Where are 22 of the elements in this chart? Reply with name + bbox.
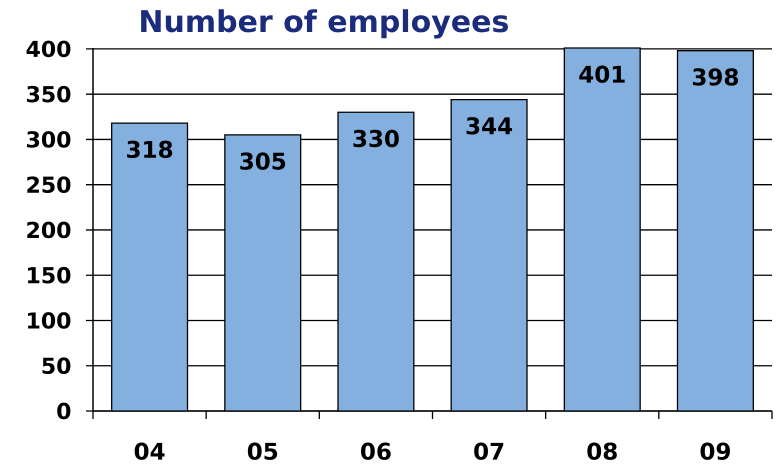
y-tick-label: 350 [27,86,70,102]
y-tick-label: 250 [27,176,70,194]
data-label: 344 [466,117,512,135]
y-tick-label: 50 [42,357,70,374]
data-label: 318 [127,140,172,158]
y-tick-label: 300 [27,131,70,148]
x-tick-label: 04 [134,442,165,460]
data-label: 398 [692,68,738,86]
y-tick-label: 400 [26,40,70,58]
x-tick-label: 05 [248,442,278,460]
y-tick-label: 0 [57,402,70,420]
y-tick-label: 150 [28,266,70,284]
x-tick-label: 09 [700,442,730,460]
y-tick-label: 100 [28,312,70,329]
data-label: 330 [353,130,399,148]
x-tick-label: 06 [361,442,391,460]
y-tick-label: 200 [27,222,70,238]
data-label: 401 [579,66,625,83]
x-tick-label: 08 [587,442,617,460]
chart-title: Number of employees [141,9,508,38]
x-tick-label: 07 [474,442,504,460]
data-label: 305 [240,152,286,170]
